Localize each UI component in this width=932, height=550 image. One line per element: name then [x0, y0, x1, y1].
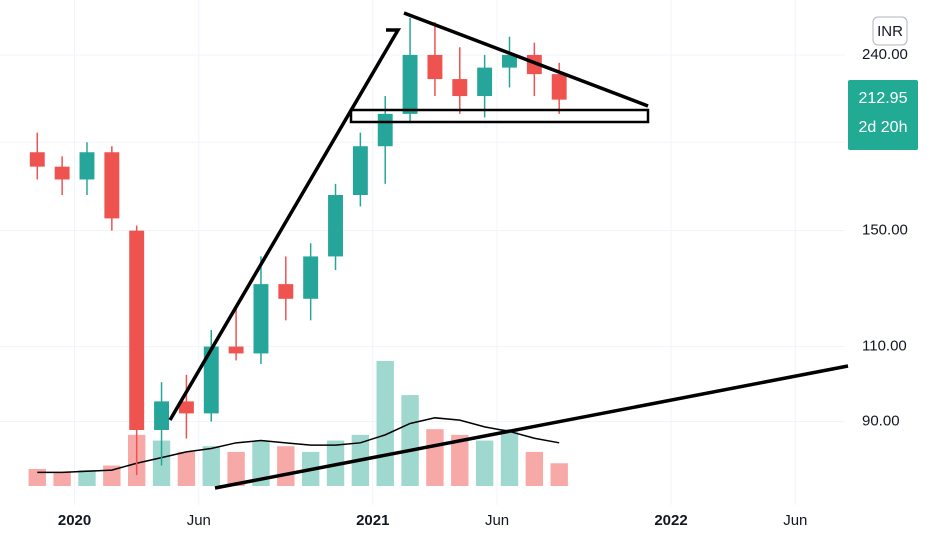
x-tick-label: Jun: [485, 512, 509, 529]
candle-body: [79, 152, 95, 180]
volume-bar: [401, 395, 419, 486]
candle-body: [178, 401, 194, 414]
badge-bg: [848, 80, 918, 150]
candle-body: [328, 195, 343, 257]
candle-body: [477, 67, 493, 97]
candle-body: [427, 54, 443, 80]
candle-body: [29, 152, 45, 167]
y-tick-label: 90.00: [862, 413, 900, 430]
volume-bar: [28, 468, 46, 486]
x-tick-label: Jun: [187, 512, 211, 529]
candle-body: [377, 113, 393, 147]
x-tick-label: Jun: [783, 512, 807, 529]
volume-bar: [53, 472, 71, 486]
trend-line: [403, 11, 649, 108]
volume-bar: [550, 463, 568, 486]
volume-ma-line: [37, 417, 560, 474]
last-price: 212.95: [859, 90, 908, 107]
volume-bar: [78, 470, 96, 486]
volume-bar: [500, 429, 519, 486]
y-tick-label: 110.00: [862, 338, 907, 355]
candle-body: [352, 146, 368, 196]
volume-bar: [277, 446, 295, 486]
volume-bar: [426, 429, 444, 486]
volume-bar: [227, 451, 245, 486]
candle-body: [551, 74, 567, 100]
candle-body: [228, 346, 244, 354]
price-pane: [29, 17, 567, 476]
candle-body: [129, 230, 145, 430]
drawings: [168, 11, 849, 490]
volume-bar: [177, 451, 196, 486]
currency-bg: [872, 16, 908, 46]
axes: 90.00110.00150.00190.00240.002020Jun2021…: [58, 46, 908, 529]
price-badge: 212.95 2d 20h: [848, 80, 918, 150]
grid: [0, 0, 845, 505]
support-box: [349, 108, 650, 124]
y-tick-label: 150.00: [862, 222, 908, 239]
volume-bar: [525, 451, 544, 486]
volume-bar: [252, 440, 270, 486]
candle-body: [54, 166, 70, 180]
candle-body: [402, 54, 418, 114]
volume-bar: [202, 446, 220, 486]
candle-body: [203, 346, 219, 414]
candle-body: [502, 54, 517, 68]
candle-body: [104, 152, 120, 219]
currency-box: INR: [872, 16, 908, 46]
currency: INR: [877, 23, 903, 40]
x-tick-label: 2020: [58, 512, 91, 529]
trend-line: [168, 28, 402, 421]
candle-body: [303, 256, 319, 299]
volume-bar: [475, 440, 494, 486]
x-tick-label: 2021: [356, 512, 389, 529]
x-tick-label: 2022: [654, 512, 687, 529]
trend-line: [214, 364, 849, 490]
volume-bar: [376, 361, 394, 486]
volume-pane: [28, 361, 568, 486]
candle-body: [452, 79, 468, 97]
volume-bar: [451, 434, 469, 486]
y-tick-label: 240.00: [862, 46, 908, 63]
candle-body: [278, 284, 294, 299]
candle-body: [154, 401, 169, 430]
candle-body: [253, 284, 269, 354]
countdown: 2d 20h: [859, 119, 908, 136]
